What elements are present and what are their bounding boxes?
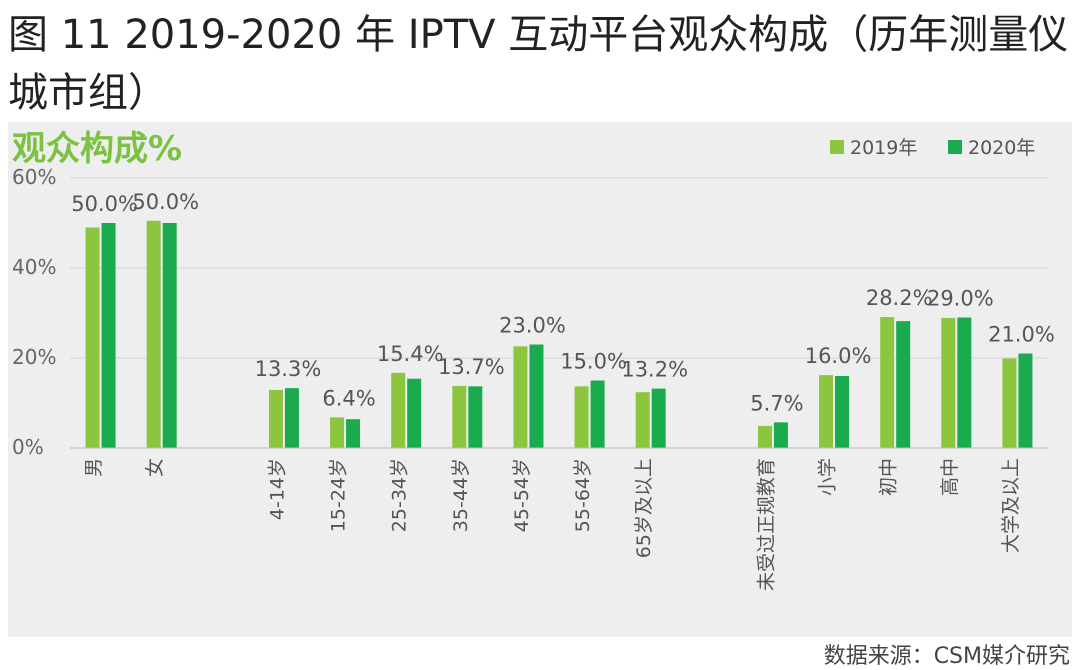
bar-2020-12 [957,317,972,448]
category-label: 25-34岁 [389,458,411,532]
category-label: 15-24岁 [328,458,350,532]
bar-2019-5 [452,385,467,448]
data-label: 29.0% [927,287,994,311]
bar-2020-8 [651,388,666,448]
data-label: 28.2% [866,286,933,310]
bar-2020-10 [835,376,850,448]
data-label: 5.7% [750,391,803,415]
data-label: 23.0% [499,314,566,338]
data-label: 13.2% [621,358,688,382]
bar-2019-8 [635,392,650,448]
category-label: 45-54岁 [511,458,533,532]
category-label: 初中 [878,458,900,496]
category-label: 高中 [939,458,961,496]
y-tick-label: 60% [12,165,56,189]
y-tick-label: 0% [12,435,44,459]
bar-2020-3 [346,419,361,448]
y-tick-label: 40% [12,255,56,279]
bar-2019-1 [146,220,161,448]
bar-2019-12 [941,317,956,448]
legend-label-0: 2019年 [850,137,917,159]
bar-2019-6 [513,346,528,448]
bar-2020-5 [468,386,483,448]
bar-chart: 观众构成% 0% 20% 40% 60% 50.0% 男 50.0% 女 13.3% 4-14岁 6.… [12,129,1055,591]
category-label: 男 [83,458,105,477]
bar-2020-4 [407,378,422,448]
data-label: 16.0% [805,344,872,368]
legend-label-1: 2020年 [968,137,1035,159]
bar-2019-0 [85,227,100,448]
bar-2020-13 [1018,353,1033,448]
legend-swatch-0 [830,140,844,154]
bar-2020-0 [101,223,116,448]
bar-2020-2 [284,388,299,448]
category-label: 女 [144,458,166,477]
category-label: 大学及以上 [1000,458,1022,553]
data-label: 50.0% [71,192,138,216]
category-label: 55-64岁 [572,458,594,532]
bar-2019-2 [268,389,283,448]
bar-2020-11 [896,321,911,448]
bar-2020-6 [529,344,544,448]
category-label: 未受过正规教育 [755,458,777,591]
bar-2020-1 [162,223,177,448]
bar-2019-9 [757,425,772,448]
bar-2020-9 [773,422,788,448]
chart-title: 观众构成% [12,129,182,169]
data-label: 50.0% [132,190,199,214]
data-label: 15.0% [560,350,627,374]
legend-swatch-1 [948,140,962,154]
bar-2019-11 [880,317,895,448]
category-label: 4-14岁 [266,458,288,520]
y-tick-label: 20% [12,345,56,369]
bar-2019-10 [819,375,834,448]
category-label: 小学 [817,458,839,496]
chart-area: 观众构成% 0% 20% 40% 60% 50.0% 男 50.0% 女 13.3% 4-14岁 6.… [8,122,1072,637]
bar-2020-7 [590,380,605,448]
figure-title: 图 11 2019-2020 年 IPTV 互动平台观众构成（历年测量仪城市组） [8,12,1069,116]
category-label: 65岁及以上 [633,458,655,558]
data-label: 6.4% [322,386,375,410]
data-label: 13.7% [438,355,505,379]
data-label: 13.3% [255,357,322,381]
bar-2019-7 [574,386,589,448]
bar-2019-13 [1002,358,1017,448]
source-note: 数据来源：CSM媒介研究 [823,644,1070,669]
bar-2019-4 [391,372,406,448]
bar-2019-3 [330,417,345,448]
category-label: 35-44岁 [450,458,472,532]
data-label: 21.0% [988,323,1055,347]
data-label: 15.4% [377,342,444,366]
